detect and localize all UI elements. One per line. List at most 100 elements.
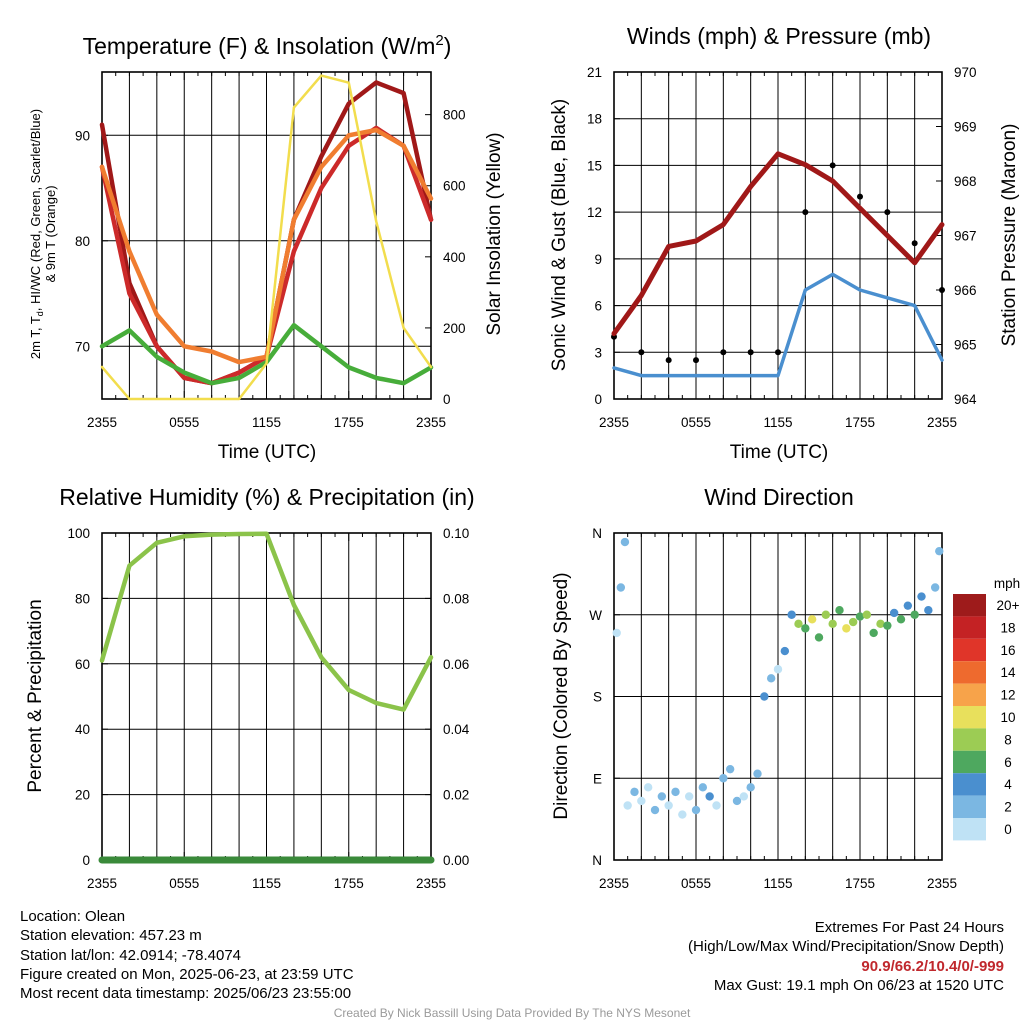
x-tick-label: 1755 (845, 415, 875, 430)
direction-point (814, 633, 824, 642)
y2-tick-label: 967 (954, 229, 977, 244)
info-created: Figure created on Mon, 2025-06-23, at 23… (20, 965, 354, 983)
y2-tick-label: 0.06 (443, 657, 469, 672)
x-tick-label: 0555 (169, 415, 199, 430)
y-tick-label: 90 (75, 128, 90, 143)
direction-point (794, 619, 803, 629)
svg-text:& 9m T (Orange): & 9m T (Orange) (43, 185, 58, 282)
gust-point (665, 357, 672, 364)
direction-point (623, 801, 632, 810)
direction-point (773, 665, 783, 674)
y2-tick-label: 969 (954, 120, 977, 135)
direction-point (691, 805, 701, 815)
y-tick-label: 12 (587, 205, 602, 220)
x-tick-label: 1155 (763, 876, 792, 891)
direction-point (883, 621, 892, 630)
colorbar-swatch (953, 638, 986, 662)
direction-point (766, 674, 776, 683)
y2-tick-label: 400 (443, 250, 466, 265)
y-tick-label: 0 (594, 392, 602, 407)
gust-point (884, 209, 891, 216)
y-tick-label: 15 (587, 158, 602, 173)
x-tick-label: 2355 (599, 876, 629, 891)
direction-point (910, 610, 919, 619)
x-tick-label: 1155 (763, 415, 792, 430)
y2-tick-label: 0.00 (443, 853, 469, 868)
x-tick-label: 2355 (416, 876, 446, 891)
direction-point (889, 608, 899, 618)
direction-point (725, 764, 735, 774)
gust-point (638, 349, 645, 356)
y2-tick-label: 965 (954, 338, 977, 353)
dir-plot-area: 2355 0555 1155 1755 2355 N E S W N (589, 526, 957, 891)
direction-point (753, 769, 762, 778)
direction-point (835, 606, 844, 615)
series-line (611, 151, 945, 337)
colorbar-label: 12 (1000, 688, 1015, 703)
series-line (99, 531, 434, 712)
y-tick-label: 20 (75, 788, 90, 803)
direction-point (630, 787, 639, 797)
y2-tick-label: 0.08 (443, 591, 469, 606)
y-tick-label: 80 (75, 591, 90, 606)
direction-point (650, 805, 660, 815)
wind-panel: Winds (mph) & Pressure (mb) Sonic Wind &… (549, 23, 1020, 463)
direction-point (924, 606, 933, 615)
x-tick-label: 0555 (681, 415, 711, 430)
extremes-title: Extremes For Past 24 Hours (814, 919, 1004, 936)
y-tick-label: 80 (75, 234, 90, 249)
direction-point (671, 787, 680, 797)
colorbar-label: 14 (1000, 665, 1016, 680)
wind-ylabel: Sonic Wind & Gust (Blue, Black) (549, 99, 570, 371)
direction-point (616, 583, 626, 592)
direction-point (787, 610, 796, 619)
direction-point (712, 801, 721, 810)
x-tick-label: 1755 (334, 415, 364, 430)
direction-point (801, 624, 810, 633)
colorbar-swatch (953, 795, 986, 818)
colorbar-label: 6 (1004, 755, 1012, 770)
y2-tick-label: 966 (954, 283, 977, 298)
colorbar-title: mph (994, 576, 1020, 591)
series-line (100, 74, 433, 401)
direction-point (842, 624, 851, 633)
direction-point (643, 783, 653, 792)
rh-panel: Relative Humidity (%) & Precipitation (i… (25, 484, 475, 891)
plot-frame (613, 532, 943, 861)
x-tick-label: 1155 (252, 876, 281, 891)
x-tick-label: 2355 (927, 415, 957, 430)
direction-point (935, 546, 944, 556)
temp-title: Temperature (F) & Insolation (W/m2) (83, 32, 452, 59)
direction-point (657, 792, 667, 801)
y-tick-label: 100 (67, 526, 90, 541)
temp-y2label: Solar Insolation (Yellow) (484, 132, 505, 335)
rh-title: Relative Humidity (%) & Precipitation (i… (59, 484, 474, 510)
gust-point (720, 349, 727, 356)
direction-point (760, 692, 769, 701)
direction-point (780, 646, 790, 656)
direction-point (620, 537, 630, 547)
colorbar-swatch (953, 818, 986, 841)
wind-plot-area: 2355 0555 1155 1755 2355 0 3 6 9 12 15 18 21 964 965 96… (587, 65, 977, 430)
temp-ylabel: 2m T, Td, HI/WC (Red, Green, Scarlet/Blu… (28, 109, 58, 359)
colorbar-swatch (953, 773, 986, 796)
colorbar-label: 18 (1000, 620, 1015, 635)
rh-ylabel: Percent & Precipitation (25, 599, 46, 792)
x-tick-label: 2355 (927, 876, 957, 891)
dir-title: Wind Direction (704, 484, 854, 510)
x-tick-label: 1155 (252, 415, 281, 430)
direction-point (637, 796, 646, 806)
gust-point (911, 240, 918, 247)
direction-point (930, 583, 940, 592)
direction-point (848, 617, 858, 627)
colorbar-swatch (953, 706, 986, 729)
y-tick-label: 40 (75, 722, 90, 737)
extremes-values: 90.9/66.2/10.4/0/-999 (861, 957, 1004, 975)
colorbar-label: 10 (1000, 710, 1015, 725)
colorbar-label: 20+ (997, 598, 1020, 613)
gust-point (802, 209, 809, 216)
colorbar-label: 4 (1004, 777, 1012, 792)
y2-tick-label: 970 (954, 65, 977, 80)
direction-point (698, 783, 708, 792)
